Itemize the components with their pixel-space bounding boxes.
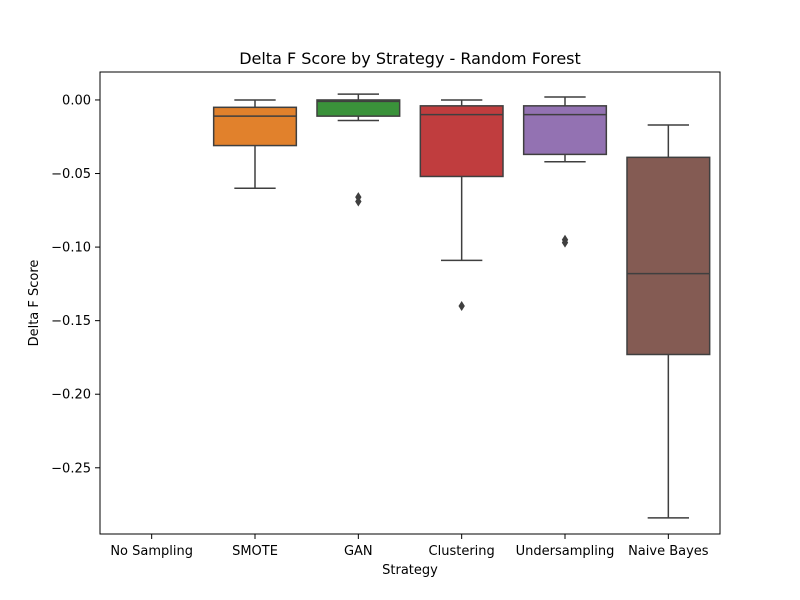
axes-frame [99,71,721,535]
iqr-box [626,156,711,356]
iqr-box [522,105,608,156]
y-axis-label: Delta F Score [27,260,42,347]
outlier-marker [561,237,569,248]
x-tick-label: Undersampling [516,544,615,559]
y-tick-label: −0.05 [51,167,91,182]
box-group-naive-bayes [626,124,711,519]
y-tick-label: 0.00 [62,93,91,108]
chart-title: Delta F Score by Strategy - Random Fores… [239,49,581,68]
iqr-box [419,105,504,178]
x-tick-label: SMOTE [232,544,278,559]
y-tick-label: −0.10 [51,241,91,256]
iqr-box [316,99,401,117]
y-tick-label: −0.25 [51,461,91,476]
x-tick-label: No Sampling [110,544,193,559]
y-axis: 0.00 −0.05 −0.10 −0.15 −0.20 −0.25 [51,93,100,476]
x-tick-label: Clustering [429,544,495,559]
box-group-undersampling [522,96,608,248]
y-tick-label: −0.20 [51,388,91,403]
x-axis: No Sampling SMOTE GAN Clustering Undersampli… [110,534,709,559]
x-tick-label: Naive Bayes [628,544,709,559]
x-tick-label: GAN [344,544,373,559]
outlier-marker [458,300,465,311]
outlier-marker [355,196,362,207]
box-group-gan [316,93,401,207]
x-axis-label: Strategy [382,563,438,578]
box-group-smote [212,99,298,189]
y-tick-label: −0.15 [51,314,91,329]
iqr-box [212,106,298,147]
box-group-clustering [419,99,504,311]
plot-area [212,93,711,519]
